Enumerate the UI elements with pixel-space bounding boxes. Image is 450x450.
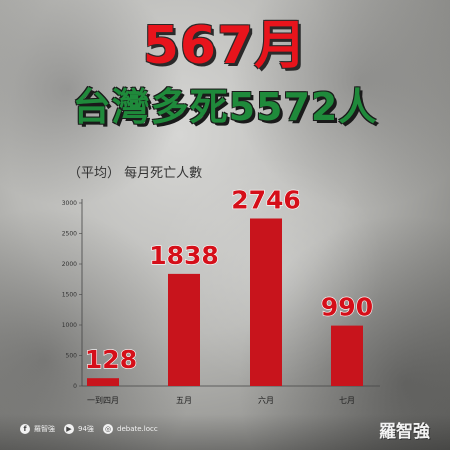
youtube-icon: ▶ xyxy=(64,424,74,434)
data-label: 990 xyxy=(321,293,373,322)
data-label: 2746 xyxy=(231,185,301,214)
y-tick-label: 2500 xyxy=(62,231,77,238)
facebook-icon: f xyxy=(20,424,30,434)
page-title: 567月 xyxy=(142,16,308,76)
youtube-handle: 94強 xyxy=(78,425,94,433)
y-tick-label: 0 xyxy=(73,383,77,390)
facebook-handle: 羅智強 xyxy=(34,425,55,433)
x-category-label: 六月 xyxy=(258,395,274,405)
y-tick-label: 500 xyxy=(66,353,78,360)
y-tick-label: 3000 xyxy=(62,200,77,207)
x-category-label: 五月 xyxy=(176,396,192,405)
data-label: 1838 xyxy=(149,241,219,270)
y-tick-label: 1500 xyxy=(62,292,77,299)
data-label: 128 xyxy=(85,345,137,374)
page-subtitle: 台灣多死5572人 xyxy=(72,85,378,129)
x-category-label: 一到四月 xyxy=(87,396,119,405)
instagram-icon: ◎ xyxy=(103,424,113,434)
bar xyxy=(250,218,282,386)
instagram-handle: debate.locc xyxy=(117,425,158,433)
x-category-label: 七月 xyxy=(339,396,355,405)
facebook-link[interactable]: f 羅智強 xyxy=(20,424,55,434)
footer-bar xyxy=(0,414,450,450)
bar xyxy=(331,325,363,386)
youtube-link[interactable]: ▶ 94強 xyxy=(64,424,94,434)
bar xyxy=(87,378,119,386)
chart-caption: （平均） 每月死亡人數 xyxy=(68,166,203,181)
bar xyxy=(168,273,200,386)
y-tick-label: 2000 xyxy=(62,261,77,268)
y-tick-label: 1000 xyxy=(62,322,77,329)
brand-logo: 羅智強 xyxy=(379,422,430,442)
instagram-link[interactable]: ◎ debate.locc xyxy=(103,424,158,434)
